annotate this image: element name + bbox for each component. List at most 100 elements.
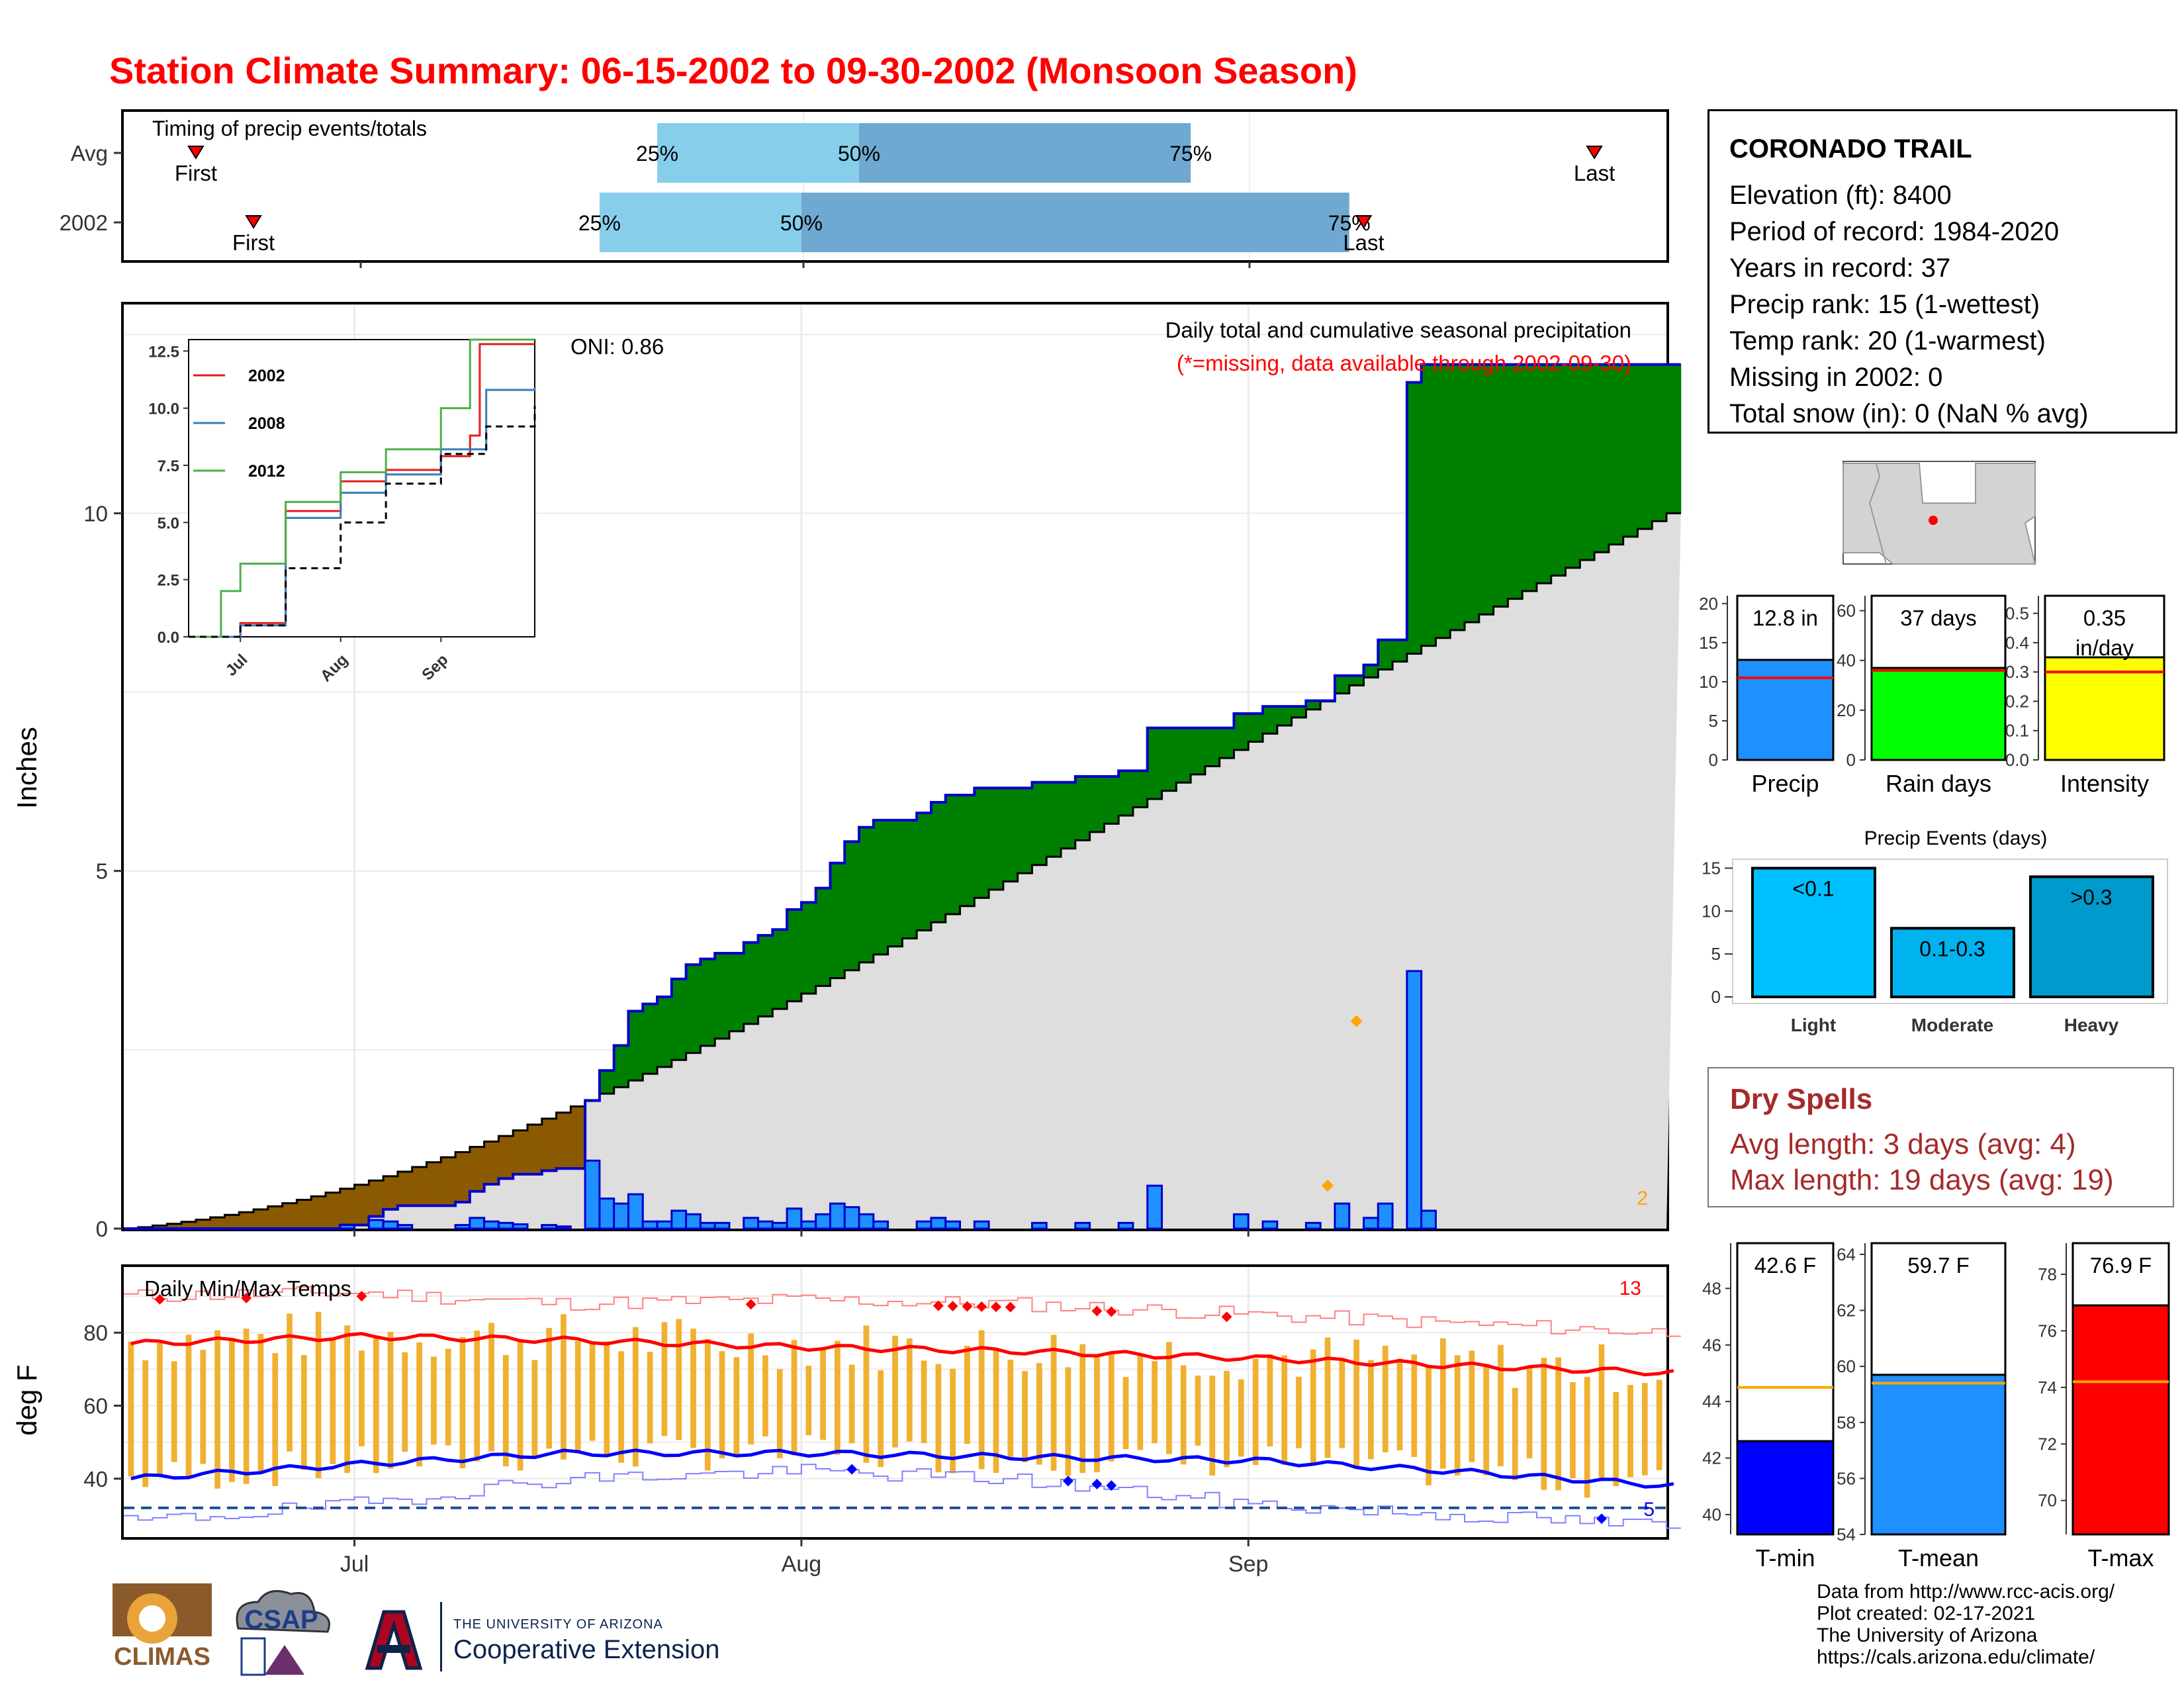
daily-precip-bar <box>786 1207 803 1230</box>
events-bar-heavy <box>2029 875 2154 999</box>
daily-precip-bar <box>541 1224 558 1230</box>
mini-bar-precip <box>1736 659 1835 761</box>
daily-precip-bar <box>771 1221 788 1230</box>
inset-ytick-label: 2.5 <box>158 572 179 590</box>
daily-precip-bar <box>367 1219 385 1230</box>
mini-value-label: 42.6 F <box>1754 1253 1817 1278</box>
timing-bar-25-50 <box>599 193 801 252</box>
daily-precip-bar <box>1334 1202 1351 1230</box>
inset-ytick-label: 12.5 <box>148 343 179 361</box>
events-title: Precip Events (days) <box>1864 827 2048 849</box>
mini-category-label: T-mean <box>1898 1544 1979 1571</box>
temp-daily-range-bar <box>229 1338 235 1482</box>
temp-daily-range-bar <box>531 1360 538 1458</box>
temp-daily-range-bar <box>676 1319 682 1440</box>
temp-daily-range-bar <box>1050 1335 1057 1471</box>
daily-precip-bar <box>598 1197 615 1230</box>
timing-bar-50-75 <box>801 193 1349 252</box>
temp-daily-range-bar <box>1238 1379 1244 1457</box>
temp-daily-range-bar <box>1353 1339 1359 1470</box>
events-bar-label: >0.3 <box>2070 885 2112 909</box>
station-period: Period of record: 1984-2020 <box>1729 217 2060 246</box>
temp-daily-range-bar <box>1541 1358 1547 1490</box>
climas-logo: CLIMAS <box>113 1583 212 1671</box>
temp-daily-range-bar <box>185 1335 192 1479</box>
daily-precip-bar <box>396 1224 414 1230</box>
temp-daily-range-bar <box>1426 1365 1432 1485</box>
credit-line: https://cals.arizona.edu/climate/ <box>1817 1646 2095 1668</box>
temp-daily-range-bar <box>733 1357 740 1458</box>
credit-line: Plot created: 02-17-2021 <box>1817 1603 2036 1624</box>
temp-ytick-label: 40 <box>83 1467 108 1491</box>
mini-ytick-label: 15 <box>1699 633 1718 653</box>
daily-precip-bar <box>1377 1202 1394 1230</box>
timing-bar-25-50 <box>657 123 860 183</box>
daily-precip-bar <box>1117 1221 1134 1230</box>
temp-daily-range-bar <box>1122 1377 1129 1450</box>
mini-ytick-label: 60 <box>1837 601 1856 621</box>
temp-daily-range-bar <box>820 1347 826 1440</box>
mini-ytick-label: 76 <box>2038 1321 2057 1340</box>
temp-daily-range-bar <box>1339 1360 1345 1448</box>
temperature-bar-panels: 40 42 44 46 48 42.6 F T-min 54 56 58 60 62 64 59.7 F T… <box>1702 1242 2170 1571</box>
station-missing: Missing in 2002: 0 <box>1729 363 1943 392</box>
temp-daily-range-bar <box>964 1345 970 1444</box>
timing-last-marker <box>1586 146 1603 160</box>
record-high-marker <box>990 1301 1001 1313</box>
daily-precip-bar <box>469 1217 486 1230</box>
inset-ytick-label: 10.0 <box>148 400 179 418</box>
record-low-marker <box>1106 1480 1117 1491</box>
events-bar-light <box>1751 867 1876 999</box>
daily-precip-bar <box>815 1213 831 1230</box>
daily-precip-bar <box>584 1159 601 1230</box>
daily-precip-bar <box>973 1220 990 1230</box>
temp-daily-range-bar <box>748 1333 754 1445</box>
temp-daily-range-bar <box>776 1369 783 1458</box>
events-category-label: Moderate <box>1911 1015 1993 1035</box>
daily-precip-bar <box>483 1220 500 1230</box>
precip-panel: 0 5 10 Inches Daily total and cumulative s… <box>11 302 1682 1241</box>
temp-daily-range-bar <box>1079 1344 1086 1474</box>
credits: Data from http://www.rcc-acis.org/ Plot … <box>1817 1581 2115 1668</box>
temp-daily-range-bar <box>1094 1356 1100 1473</box>
inset-frame <box>188 339 535 637</box>
timing-last-label: Last <box>1574 161 1615 185</box>
timing-percent-label: 75% <box>1169 142 1212 165</box>
temp-daily-range-bar <box>1526 1367 1533 1459</box>
daily-precip-bar <box>1304 1221 1322 1230</box>
temp-daily-range-bar <box>1065 1367 1071 1476</box>
mini-ytick-label: 58 <box>1837 1413 1856 1432</box>
mini-bar-t-max <box>2071 1304 2170 1536</box>
mini-ytick-label: 72 <box>2038 1434 2057 1454</box>
credit-line: The University of Arizona <box>1817 1624 2038 1646</box>
temp-daily-range-bar <box>1498 1344 1504 1466</box>
temp-daily-range-bar <box>1281 1355 1288 1465</box>
temp-daily-range-bar <box>589 1341 596 1441</box>
record-high-marker <box>356 1291 367 1302</box>
climas-logo-text: CLIMAS <box>114 1643 210 1671</box>
daily-precip-bar <box>613 1202 629 1230</box>
record-high-marker <box>962 1301 973 1312</box>
temp-daily-range-bar <box>950 1368 956 1474</box>
temp-daily-range-bar <box>300 1354 307 1470</box>
temp-daily-range-bar <box>257 1334 264 1472</box>
inset-ytick-label: 7.5 <box>158 457 179 475</box>
mini-ytick-label: 56 <box>1837 1468 1856 1488</box>
temp-daily-range-bar <box>835 1340 841 1455</box>
record-max-line <box>124 1286 1681 1337</box>
mini-ytick-label: 5 <box>1709 711 1718 731</box>
avg-cumulative-line <box>124 512 1681 1230</box>
mini-ytick-label: 0.2 <box>2005 691 2029 711</box>
temp-daily-range-bar <box>1382 1345 1388 1452</box>
daily-precip-bar <box>685 1213 702 1230</box>
avg-min-line <box>130 1448 1674 1489</box>
ua-logo-line1: THE UNIVERSITY OF ARIZONA <box>453 1617 663 1632</box>
record-low-marker <box>846 1464 858 1475</box>
mini-ytick-label: 54 <box>1837 1524 1856 1544</box>
mini-ytick-label: 20 <box>1837 700 1856 720</box>
station-temp-rank: Temp rank: 20 (1-warmest) <box>1729 326 2046 355</box>
mini-category-label: Intensity <box>2060 770 2149 797</box>
mini-ytick-label: 46 <box>1702 1335 1721 1355</box>
temp-plot: 40 60 80 <box>83 1267 1681 1537</box>
daily-precip-bar <box>743 1217 760 1230</box>
